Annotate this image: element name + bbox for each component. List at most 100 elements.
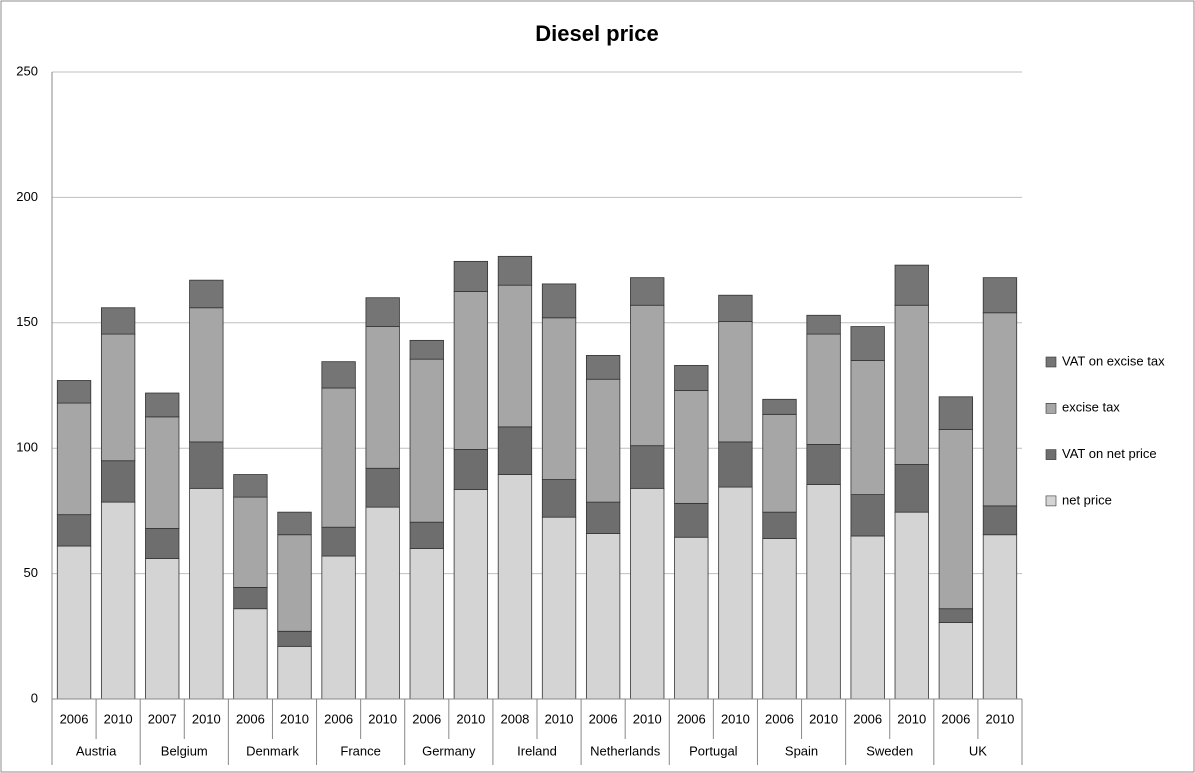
- bar-segment: [277, 645, 312, 700]
- bar-segment: [894, 464, 929, 513]
- bar-segment: [453, 260, 489, 292]
- bar-segment: [674, 536, 709, 700]
- bar-segment: [145, 392, 180, 418]
- bar-segment: [585, 501, 621, 534]
- legend-label: excise tax: [1062, 400, 1120, 415]
- bar-segment: [806, 314, 841, 335]
- bar-segment: [145, 558, 180, 700]
- x-tick-label: 2010: [809, 711, 838, 726]
- bar-segment: [982, 312, 1018, 507]
- x-tick-label: 2010: [192, 711, 221, 726]
- bar-segment: [894, 511, 929, 700]
- bar-segment: [321, 555, 356, 700]
- y-tick-label: 150: [16, 314, 38, 329]
- y-tick-label: 200: [16, 189, 38, 204]
- bar-segment: [718, 294, 753, 322]
- bar-segment: [938, 396, 974, 430]
- bar-segment: [982, 505, 1018, 536]
- bar-segment: [585, 533, 621, 700]
- x-tick-label: 2006: [765, 711, 794, 726]
- bar-segment: [585, 355, 621, 380]
- bar-segment: [365, 467, 400, 508]
- bar-segment: [189, 279, 224, 309]
- bar-segment: [56, 380, 92, 404]
- bar-segment: [409, 521, 444, 549]
- bar-segment: [497, 426, 533, 475]
- x-tick-label: 2010: [721, 711, 750, 726]
- group-label: Ireland: [517, 743, 557, 758]
- legend-label: VAT on net price: [1062, 446, 1157, 461]
- group-label: Sweden: [866, 743, 913, 758]
- bar-segment: [850, 326, 885, 361]
- bar-segment: [674, 502, 709, 538]
- x-tick-label: 2010: [985, 711, 1014, 726]
- bar-segment: [718, 486, 753, 700]
- bar-segment: [453, 489, 489, 700]
- bar-segment: [233, 586, 268, 610]
- x-tick-label: 2010: [456, 711, 485, 726]
- bar-segment: [982, 277, 1018, 314]
- group-label: Denmark: [246, 743, 299, 758]
- legend-swatch: [1045, 449, 1057, 460]
- group-label: Portugal: [689, 743, 738, 758]
- bar-segment: [409, 339, 444, 360]
- bar-segment: [541, 516, 577, 700]
- bar-segment: [497, 255, 533, 286]
- bar-segment: [56, 514, 92, 547]
- group-label: Spain: [785, 743, 818, 758]
- y-tick-label: 50: [24, 565, 38, 580]
- bar-segment: [145, 528, 180, 559]
- group-label: Netherlands: [590, 743, 661, 758]
- legend-label: net price: [1062, 492, 1112, 507]
- x-tick-label: 2006: [412, 711, 441, 726]
- bar-segment: [100, 460, 136, 503]
- bar-segment: [321, 526, 356, 557]
- bar-segment: [277, 511, 312, 536]
- bar-segment: [453, 449, 489, 490]
- x-tick-label: 2006: [853, 711, 882, 726]
- x-tick-label: 2007: [148, 711, 177, 726]
- bar-segment: [233, 496, 268, 588]
- bar-segment: [56, 402, 92, 516]
- bar-segment: [277, 630, 312, 647]
- x-tick-label: 2006: [941, 711, 970, 726]
- x-tick-label: 2006: [236, 711, 265, 726]
- bar-segment: [850, 360, 885, 495]
- bar-segment: [938, 428, 974, 610]
- bar-segment: [938, 622, 974, 700]
- y-tick-label: 100: [16, 440, 38, 455]
- x-tick-label: 2006: [60, 711, 89, 726]
- y-tick-label: 0: [31, 690, 38, 705]
- bar-segment: [894, 304, 929, 465]
- bar-segment: [850, 535, 885, 700]
- bar-segment: [409, 358, 444, 523]
- bar-segment: [189, 441, 224, 489]
- x-tick-label: 2008: [500, 711, 529, 726]
- bar-segment: [189, 487, 224, 700]
- bar-segment: [277, 534, 312, 632]
- bar-segment: [189, 307, 224, 443]
- bar-segment: [630, 445, 665, 489]
- x-tick-label: 2006: [324, 711, 353, 726]
- bar-segment: [100, 333, 136, 462]
- bar-segment: [982, 534, 1018, 700]
- bar-segment: [541, 283, 577, 319]
- group-label: Germany: [422, 743, 476, 758]
- bar-segment: [497, 474, 533, 700]
- legend-label: VAT on excise tax: [1062, 353, 1165, 368]
- bar-segment: [894, 264, 929, 306]
- bar-segment: [850, 494, 885, 537]
- x-tick-label: 2010: [368, 711, 397, 726]
- bar-segment: [674, 390, 709, 504]
- bar-segment: [365, 326, 400, 469]
- legend-swatch: [1045, 356, 1057, 368]
- x-tick-label: 2010: [545, 711, 574, 726]
- bar-segment: [806, 333, 841, 445]
- bar-segment: [938, 608, 974, 623]
- bar-segment: [100, 501, 136, 700]
- x-tick-label: 2010: [280, 711, 309, 726]
- x-tick-label: 2006: [677, 711, 706, 726]
- bar-segment: [762, 398, 797, 415]
- bar-segment: [762, 538, 797, 700]
- x-tick-label: 2010: [897, 711, 926, 726]
